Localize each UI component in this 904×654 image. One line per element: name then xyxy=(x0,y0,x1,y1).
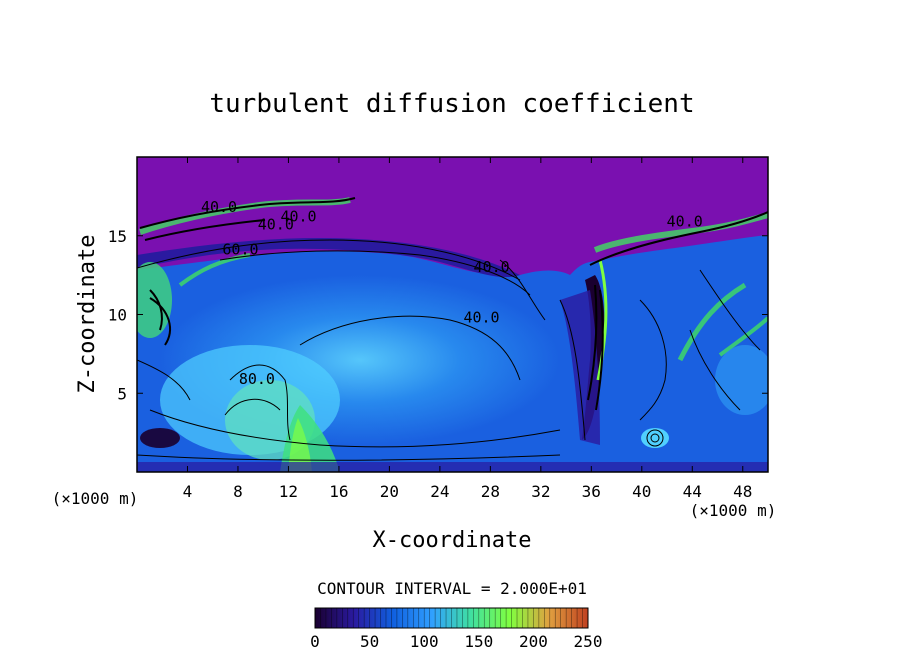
contour-label: 40.0 xyxy=(667,212,703,230)
y-axis-label: Z-coordinate xyxy=(75,235,100,394)
y-axis: 5 10 15 xyxy=(108,227,768,403)
heatmap-field xyxy=(137,157,768,472)
x-axis-label: X-coordinate xyxy=(373,528,532,553)
colorbar-tick-label: 100 xyxy=(410,632,439,651)
colorbar-hatch xyxy=(320,608,583,628)
x-tick-label: 48 xyxy=(733,482,752,501)
x-tick-label: 36 xyxy=(582,482,601,501)
contour-lines-bold xyxy=(139,197,768,411)
x-tick-label: 24 xyxy=(430,482,449,501)
x-tick-label: 20 xyxy=(380,482,399,501)
contour-labels: 40.040.040.060.040.040.080.040.0 xyxy=(201,198,703,388)
x-tick-label: 28 xyxy=(481,482,500,501)
x-tick-label: 32 xyxy=(531,482,550,501)
contour-label: 40.0 xyxy=(463,308,499,326)
x-tick-label: 16 xyxy=(329,482,348,501)
x-tick-label: 8 xyxy=(233,482,243,501)
x-unit-left: (×1000 m) xyxy=(52,489,139,508)
contour-label: 40.0 xyxy=(201,198,237,216)
x-tick-label: 44 xyxy=(683,482,702,501)
y-tick-label: 5 xyxy=(117,384,127,403)
y-tick-label: 10 xyxy=(108,306,127,325)
x-axis: 4 8 12 16 20 24 28 32 36 40 44 48 xyxy=(183,157,752,501)
colorbar-tick-label: 0 xyxy=(310,632,320,651)
colorbar-tick-label: 250 xyxy=(574,632,603,651)
y-tick-label: 15 xyxy=(108,227,127,246)
x-tick-label: 4 xyxy=(183,482,193,501)
contour-lines xyxy=(137,239,761,461)
x-tick-label: 40 xyxy=(632,482,651,501)
colorbar-frame xyxy=(314,607,589,629)
colorbar-ticks: 0 50 100 150 200 250 xyxy=(310,632,602,651)
contour-interval-text: CONTOUR INTERVAL = 2.000E+01 xyxy=(317,579,587,598)
x-unit-right: (×1000 m) xyxy=(690,501,777,520)
colorbar-tick-label: 150 xyxy=(464,632,493,651)
contour-label: 80.0 xyxy=(239,370,275,388)
chart-title: turbulent diffusion coefficient xyxy=(209,89,694,119)
x-tick-label: 12 xyxy=(279,482,298,501)
contour-label: 40.0 xyxy=(258,215,294,233)
colorbar-tick-label: 50 xyxy=(360,632,379,651)
contour-label: 40.0 xyxy=(280,208,316,226)
contour-label: 40.0 xyxy=(474,258,510,276)
contour-label: 60.0 xyxy=(222,241,258,259)
colorbar-tick-label: 200 xyxy=(519,632,548,651)
